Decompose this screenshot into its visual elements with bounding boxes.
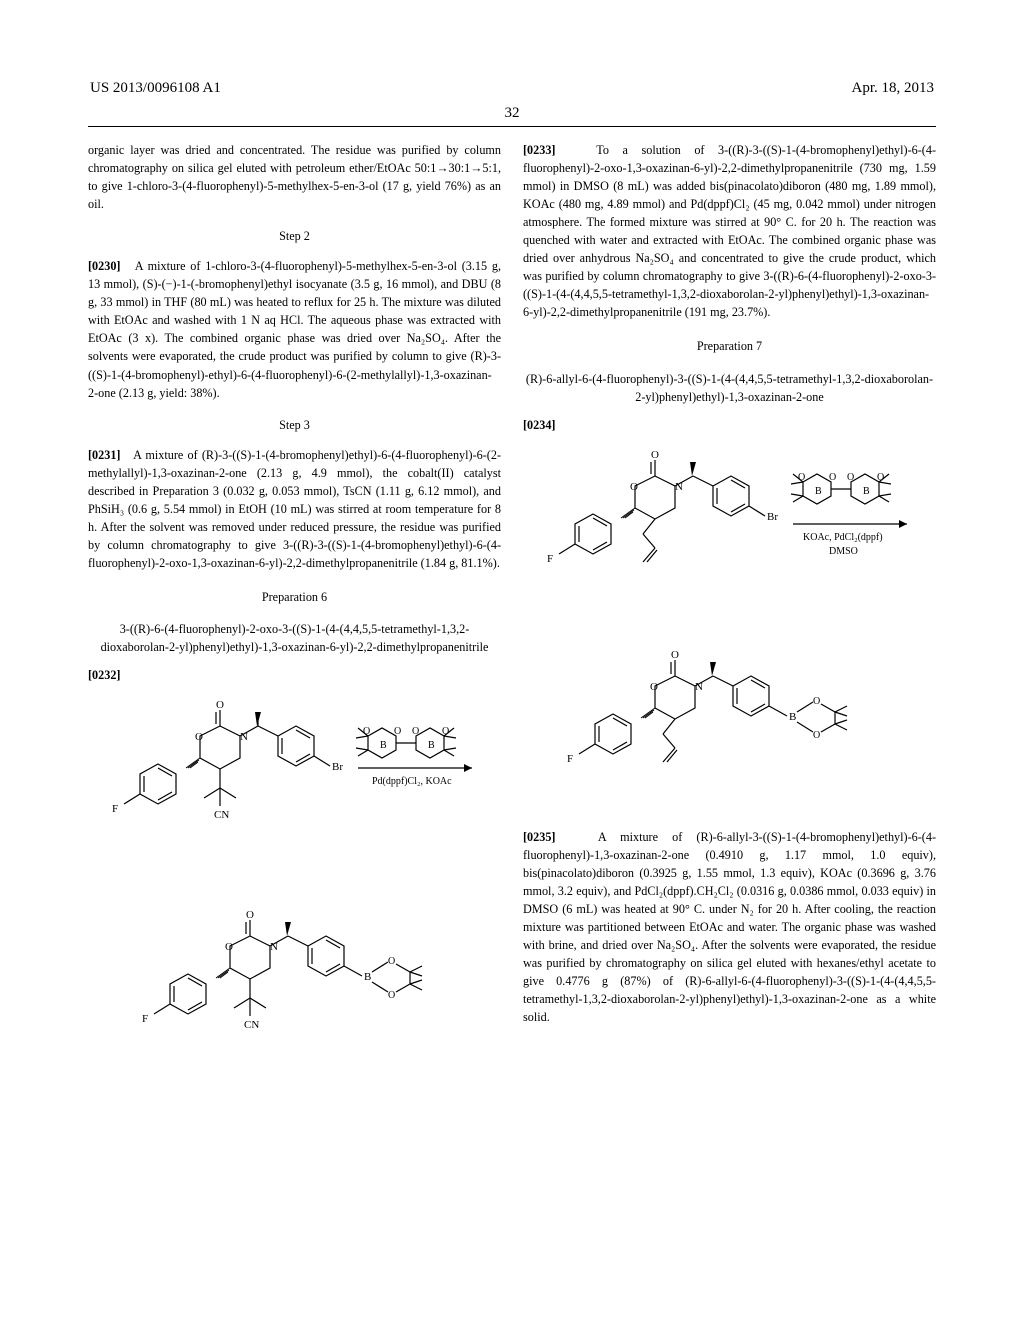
svg-text:CN: CN: [214, 809, 229, 821]
svg-text:CN: CN: [244, 1019, 259, 1031]
svg-text:Pd(dppf)Cl₂, KOAc: Pd(dppf)Cl₂, KOAc: [372, 776, 452, 787]
p-0230: [0230] A mixture of 1-chloro-3-(4-fluoro…: [88, 257, 501, 401]
svg-text:Br: Br: [332, 761, 343, 773]
p-0233: [0233] To a solution of 3-((R)-3-((S)-1-…: [523, 141, 936, 321]
scheme-prep-7: O N O Br: [523, 446, 936, 816]
svg-text:B: B: [789, 711, 796, 723]
prep-7-heading: Preparation 7: [523, 337, 936, 355]
svg-text:Br: Br: [767, 511, 778, 523]
svg-text:O: O: [225, 941, 233, 953]
svg-text:O: O: [216, 699, 224, 711]
p-0234-num: [0234]: [523, 418, 556, 432]
svg-text:B: B: [815, 486, 822, 497]
svg-text:F: F: [142, 1013, 148, 1025]
p-0231: [0231] A mixture of (R)-3-((S)-1-(4-brom…: [88, 446, 501, 572]
svg-text:O: O: [813, 730, 820, 741]
svg-text:KOAc, PdCl₂(dppf): KOAc, PdCl₂(dppf): [803, 532, 883, 543]
prep-6-heading: Preparation 6: [88, 588, 501, 606]
header-rule: [88, 126, 936, 127]
svg-text:B: B: [364, 971, 371, 983]
p-continued: organic layer was dried and concentrated…: [88, 141, 501, 213]
svg-text:O: O: [388, 990, 395, 1001]
p-0234: [0234]: [523, 416, 936, 434]
p-0232: [0232]: [88, 666, 501, 684]
scheme-prep-6: O N O: [88, 696, 501, 1096]
svg-text:O: O: [829, 472, 836, 483]
p-0235-num: [0235]: [523, 830, 556, 844]
svg-text:B: B: [428, 740, 435, 751]
svg-text:O: O: [671, 649, 679, 661]
p-0231-num: [0231]: [88, 448, 121, 462]
p-0233-num: [0233]: [523, 143, 556, 157]
p-0235: [0235] A mixture of (R)-6-allyl-3-((S)-1…: [523, 828, 936, 1027]
step-3-heading: Step 3: [88, 416, 501, 434]
right-column: [0233] To a solution of 3-((R)-3-((S)-1-…: [523, 141, 936, 1108]
svg-text:F: F: [547, 553, 553, 565]
left-column: organic layer was dried and concentrated…: [88, 141, 501, 1108]
p-0230-num: [0230]: [88, 259, 121, 273]
svg-text:F: F: [567, 753, 573, 765]
svg-text:DMSO: DMSO: [829, 546, 858, 557]
svg-text:B: B: [380, 740, 387, 751]
svg-text:O: O: [388, 956, 395, 967]
p-0233-body: To a solution of 3-((R)-3-((S)-1-(4-brom…: [523, 143, 936, 319]
svg-text:O: O: [650, 681, 658, 693]
p-0230-body: A mixture of 1-chloro-3-(4-fluorophenyl)…: [88, 259, 501, 399]
svg-text:B: B: [863, 486, 870, 497]
p-0235-body: A mixture of (R)-6-allyl-3-((S)-1-(4-bro…: [523, 830, 936, 1024]
svg-text:O: O: [394, 726, 401, 737]
page-number: 32: [0, 105, 1024, 126]
svg-text:O: O: [630, 481, 638, 493]
svg-text:F: F: [112, 803, 118, 815]
prep-7-title: (R)-6-allyl-6-(4-fluorophenyl)-3-((S)-1-…: [523, 370, 936, 406]
patent-date: Apr. 18, 2013: [852, 80, 935, 97]
svg-text:O: O: [813, 696, 820, 707]
p-0231-body: A mixture of (R)-3-((S)-1-(4-bromophenyl…: [88, 448, 501, 570]
svg-text:O: O: [195, 731, 203, 743]
svg-text:O: O: [651, 449, 659, 461]
svg-text:O: O: [847, 472, 854, 483]
scheme-prep-6-svg: O N O: [100, 696, 490, 1096]
prep-6-title: 3-((R)-6-(4-fluorophenyl)-2-oxo-3-((S)-1…: [88, 620, 501, 656]
step-2-heading: Step 2: [88, 227, 501, 245]
p-0232-num: [0232]: [88, 668, 121, 682]
svg-text:O: O: [246, 909, 254, 921]
svg-text:O: O: [412, 726, 419, 737]
scheme-prep-7-svg: O N O Br: [535, 446, 925, 816]
patent-number: US 2013/0096108 A1: [90, 80, 221, 97]
